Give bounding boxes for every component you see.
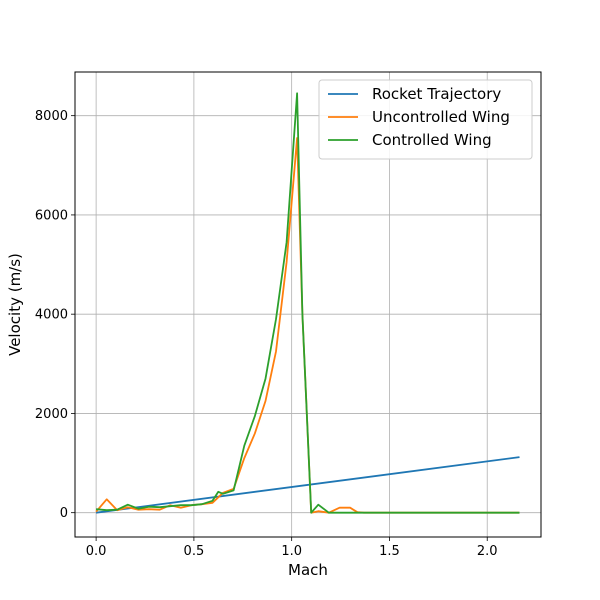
y-axis-label: Velocity (m/s) xyxy=(6,253,24,356)
x-tick-label: 1.5 xyxy=(379,544,400,559)
legend-entry-label: Controlled Wing xyxy=(372,131,492,149)
x-tick-label: 1.0 xyxy=(281,544,302,559)
x-tick-label: 2.0 xyxy=(477,544,498,559)
axis-ticks: 0.0 0.5 1.0 1.5 2.0 0 2000 4000 6000 8000 xyxy=(35,109,498,559)
series-line-rocket-trajectory xyxy=(95,456,520,514)
axes-frame xyxy=(74,71,542,538)
x-tick-label: 0.5 xyxy=(184,544,205,559)
y-tick-label: 4000 xyxy=(35,308,68,323)
legend-entry-label: Rocket Trajectory xyxy=(372,85,501,103)
y-tick-label: 8000 xyxy=(35,109,68,124)
series-line-controlled-wing xyxy=(96,92,520,514)
y-tick-label: 0 xyxy=(60,506,68,521)
legend: Rocket Trajectory Uncontrolled Wing Contro… xyxy=(318,79,533,160)
series-lines xyxy=(95,92,520,514)
legend-entry-label: Uncontrolled Wing xyxy=(372,108,510,126)
y-tick-label: 2000 xyxy=(35,407,68,422)
series-line-uncontrolled-wing xyxy=(95,137,520,514)
x-axis-label: Mach xyxy=(288,561,328,579)
legend-box xyxy=(318,79,533,160)
x-tick-label: 0.0 xyxy=(86,544,107,559)
y-tick-label: 6000 xyxy=(35,208,68,223)
